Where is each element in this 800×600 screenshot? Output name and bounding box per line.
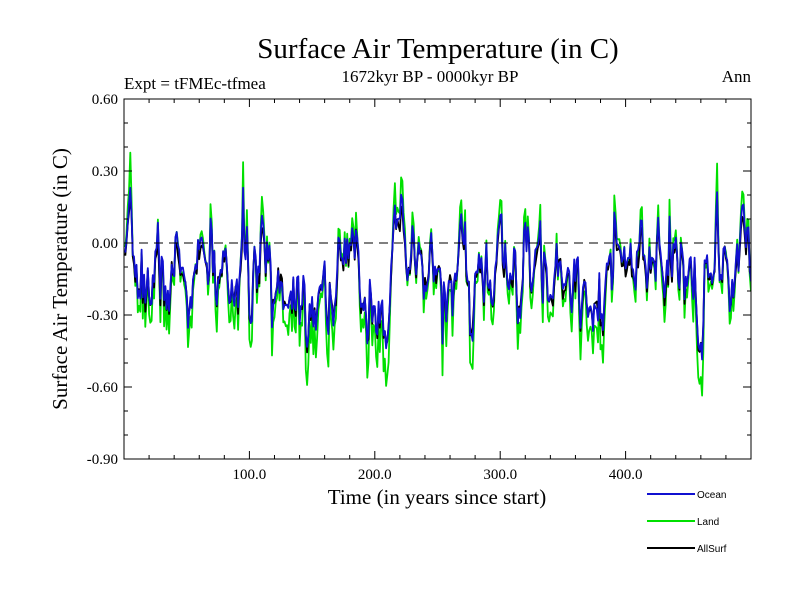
legend-label-land: Land	[697, 517, 719, 528]
season-label: Ann	[722, 67, 752, 86]
series-line-ocean	[124, 186, 751, 361]
legend: Ocean Land AllSurf	[647, 490, 727, 555]
y-tick-label: 0.00	[92, 236, 118, 252]
y-tick-label: -0.60	[87, 380, 118, 396]
x-tick-label: 300.0	[483, 467, 517, 483]
x-tick-label: 400.0	[609, 467, 643, 483]
series-layer	[124, 151, 751, 397]
y-tick-label: 0.60	[92, 92, 118, 108]
plot-frame	[123, 98, 752, 460]
time-range-label: 1672kyr BP - 0000kyr BP	[342, 67, 519, 86]
x-axis-label: Time (in years since start)	[328, 485, 547, 509]
x-tick-label: 200.0	[358, 467, 392, 483]
axis-ticks: 100.0 200.0 300.0 400.0 0.60 0.30 0.00 -0.30 -0.…	[87, 92, 751, 483]
experiment-label: Expt = tFMEc-tfmea	[124, 74, 266, 93]
legend-label-ocean: Ocean	[697, 490, 726, 501]
chart-title: Surface Air Temperature (in C)	[257, 33, 618, 65]
y-tick-label: -0.90	[87, 452, 118, 468]
x-tick-label: 100.0	[233, 467, 267, 483]
y-tick-label: -0.30	[87, 308, 118, 324]
legend-label-allsurf: AllSurf	[697, 544, 727, 555]
y-axis-label: Surface Air Temperature (in C)	[48, 148, 72, 410]
y-tick-label: 0.30	[92, 164, 118, 180]
